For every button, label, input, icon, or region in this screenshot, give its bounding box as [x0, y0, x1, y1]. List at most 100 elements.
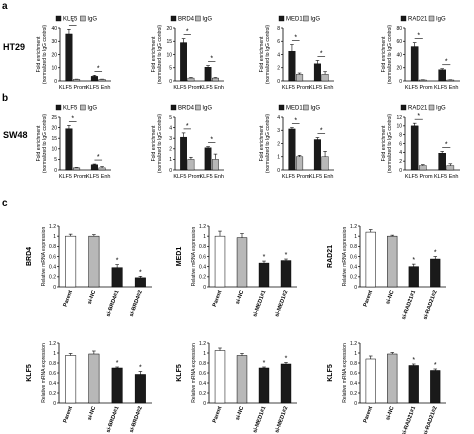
x-tick-label: si-NC [87, 406, 98, 422]
y-tick-label: 1 [53, 234, 56, 240]
y-tick-label: 10 [396, 124, 402, 130]
gene-label: KLF5 [26, 364, 33, 382]
y-axis-title: Relative mRNA expression [191, 227, 197, 287]
bar [88, 235, 100, 288]
legend-swatch-med1 [278, 15, 285, 22]
y-tick-label: 20 [396, 66, 402, 72]
significance-mark: * [285, 252, 288, 259]
bar-med1 [288, 50, 296, 82]
y-tick-label: 0 [354, 285, 357, 291]
y-axis-title: Fold enrichment(normalized to IgG contro… [36, 114, 48, 174]
bar-klf5 [90, 164, 98, 171]
significance-mark: * [417, 113, 420, 120]
bar [111, 267, 123, 288]
bar-brd4 [204, 67, 212, 82]
bar-igg [212, 77, 219, 82]
legend-swatch-igg [195, 104, 201, 111]
legend-label: IgG [436, 17, 446, 23]
bar-klf5 [65, 33, 73, 82]
x-tick-label: KLF5 Enh [434, 174, 458, 180]
y-tick-label: 1 [354, 234, 357, 240]
bar [236, 355, 248, 404]
y-tick-label: 20 [166, 26, 172, 32]
y-tick-label: 1.2 [350, 224, 357, 230]
y-tick-label: 0.2 [199, 275, 206, 281]
y-tick-label: 0 [53, 285, 56, 291]
legend-swatch-igg [195, 15, 201, 22]
y-tick-label: 5 [54, 157, 57, 163]
bar-brd4 [180, 136, 187, 171]
legend-swatch-igg [303, 15, 309, 22]
y-tick-label: 4 [277, 52, 280, 58]
significance-mark: * [263, 254, 266, 261]
y-tick-label: 20 [51, 125, 57, 131]
x-tick-label: KLF5 Prom [59, 174, 87, 180]
bar [65, 235, 77, 288]
significance-mark: * [71, 19, 74, 26]
y-tick-label: 0.6 [49, 254, 56, 260]
x-tick-label: si-NC [235, 290, 246, 306]
y-tick-label: 0 [203, 285, 206, 291]
y-tick-label: 0.6 [199, 254, 206, 260]
bar-igg [98, 79, 106, 82]
legend-label: BRD4 [178, 17, 195, 23]
y-axis-title: Relative mRNA expression [342, 227, 348, 287]
y-tick-label: 0.6 [350, 371, 357, 377]
x-tick-label: si-BRD4#1 [105, 406, 120, 434]
x-tick-label: si-NC [87, 290, 98, 306]
bar [430, 370, 441, 404]
y-tick-label: 1 [277, 155, 280, 161]
y-tick-label: 1.2 [199, 341, 206, 347]
gene-label: KLF5 [176, 364, 183, 382]
significance-mark: * [97, 65, 100, 72]
y-tick-label: 10 [166, 52, 172, 58]
bar-brd4 [204, 147, 212, 171]
bar [214, 350, 226, 404]
significance-mark: * [116, 360, 119, 367]
y-tick-label: 5 [169, 115, 172, 121]
significance-mark: * [434, 362, 437, 369]
y-tick-label: 10 [51, 147, 57, 153]
significance-mark: * [139, 269, 142, 276]
significance-mark: * [285, 356, 288, 363]
legend-label: RAD21 [408, 106, 428, 112]
bar-rad21 [410, 125, 419, 171]
y-axis-title: Relative mRNA expression [41, 227, 47, 287]
y-tick-label: 0.4 [49, 381, 56, 387]
legend-swatch-klf5 [55, 104, 62, 111]
y-tick-label: 0 [169, 168, 172, 174]
y-axis-title: Relative mRNA expression [342, 343, 348, 403]
y-tick-label: 0 [53, 401, 56, 407]
legend-swatch-igg [303, 104, 309, 111]
legend-swatch-igg [428, 15, 435, 22]
significance-mark: * [294, 35, 297, 42]
x-tick-label: KLF5 Prom [405, 85, 433, 91]
bar [134, 374, 146, 404]
x-tick-label: si-MED1#1 [252, 290, 267, 318]
y-axis-title: Relative mRNA expression [41, 343, 47, 403]
x-tick-label: si-RAD21#1 [401, 290, 417, 321]
legend-swatch-igg [80, 15, 86, 22]
y-tick-label: 0.2 [49, 391, 56, 397]
y-axis-title: Relative mRNA expression [191, 343, 197, 403]
y-tick-label: 0.6 [350, 254, 357, 260]
y-tick-label: 0.8 [199, 361, 206, 367]
y-tick-label: 0.4 [350, 264, 357, 270]
bar-igg [73, 79, 81, 82]
bar-igg [187, 77, 195, 82]
y-tick-label: 0.2 [49, 275, 56, 281]
panel-label-b: b [2, 93, 8, 104]
legend-label: IgG [310, 17, 320, 23]
bar-igg [73, 167, 81, 171]
bar-igg [296, 156, 304, 171]
gene-label: RAD21 [327, 245, 334, 268]
y-tick-label: 0.6 [49, 371, 56, 377]
y-axis-title: Fold enrichment(normalized to IgG contro… [381, 25, 393, 85]
x-tick-label: Parent [63, 405, 75, 423]
significance-mark: * [434, 250, 437, 257]
legend-swatch-rad21 [400, 15, 407, 22]
bar-med1 [288, 128, 296, 171]
y-tick-label: 0.8 [49, 244, 56, 250]
y-tick-label: 0.6 [199, 371, 206, 377]
